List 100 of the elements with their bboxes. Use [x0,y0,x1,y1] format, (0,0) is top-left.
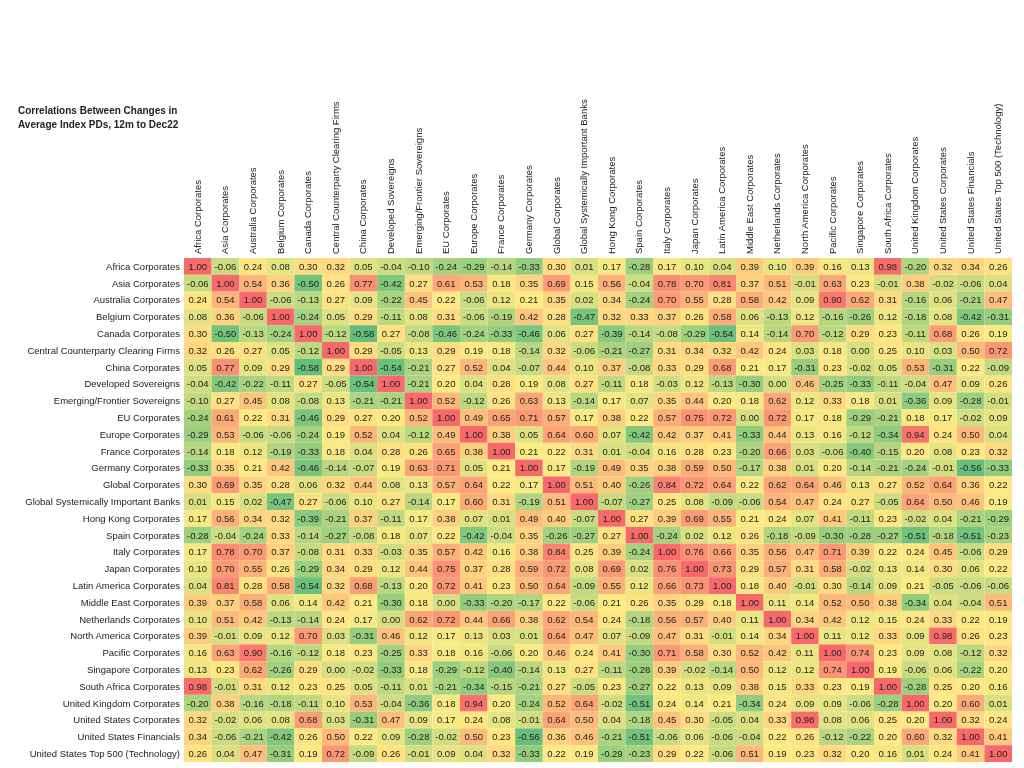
data-label: 0.24 [823,495,842,507]
data-label: 1.00 [906,697,925,709]
data-label: 0.26 [740,529,760,541]
data-label: -0.29 [987,512,1010,524]
x-tick-label: France Corporates [495,174,507,254]
data-label: 0.10 [574,361,594,373]
data-label: 1.00 [354,361,373,373]
data-label: 0.12 [795,663,815,675]
data-label: 0.62 [768,395,787,407]
data-label: 0.38 [740,680,760,692]
data-label: 0.22 [547,747,566,759]
data-label: 0.74 [850,647,870,659]
data-label: 1.00 [657,546,677,558]
data-label: -0.12 [959,647,982,659]
x-tick-label: United States Financials [964,151,976,254]
data-label: 0.22 [740,479,760,491]
data-label: -0.06 [324,495,347,507]
data-label: -0.30 [628,647,651,659]
data-label: 0.28 [685,445,704,457]
data-label: 0.10 [326,697,346,709]
data-label: -0.04 [214,529,237,541]
data-label: -0.29 [435,663,458,675]
data-label: 0.08 [271,395,290,407]
data-label: 0.20 [906,714,925,726]
data-label: 0.44 [685,395,704,407]
data-label: -0.50 [214,327,237,339]
data-label: 0.09 [878,579,898,591]
data-label: 0.27 [574,378,594,390]
data-label: -0.29 [462,260,485,272]
data-label: 0.05 [519,428,539,440]
data-label: 0.20 [436,378,456,390]
data-label: -0.03 [656,378,678,390]
data-label: 1.00 [271,311,290,323]
data-label: 0.49 [519,512,539,524]
data-label: -0.33 [518,747,540,759]
data-label: 0.64 [795,479,815,491]
data-label: 0.26 [409,445,428,457]
data-label: 0.70 [685,277,704,289]
data-label: 0.24 [602,613,622,625]
data-label: 0.01 [519,630,539,642]
data-label: 0.53 [906,361,925,373]
data-label: 1.00 [464,428,484,440]
data-label: 0.58 [823,563,842,575]
y-tick-label: Latin America Corporates [72,579,181,591]
data-label: 0.24 [933,747,953,759]
data-label: -0.01 [794,277,816,289]
data-label: -0.42 [628,428,651,440]
data-label: 0.23 [850,277,870,289]
data-label: -0.27 [628,344,651,356]
data-label: 0.27 [602,529,622,541]
data-label: -0.39 [297,512,320,524]
y-tick-label: Canada Corporates [97,327,181,339]
data-label: 0.08 [933,311,953,323]
data-label: 0.54 [243,277,263,289]
data-label: 0.54 [216,294,235,306]
data-label: 0.25 [878,344,898,356]
data-label: 0.26 [988,378,1008,390]
data-label: -0.42 [269,731,292,743]
data-label: 0.23 [298,680,318,692]
data-label: -0.05 [380,344,402,356]
data-label: 0.55 [712,512,732,524]
data-label: 0.72 [436,579,456,591]
data-label: 0.22 [878,546,898,558]
data-label: 0.04 [464,747,484,759]
data-label: 0.34 [795,613,815,625]
data-label: -0.51 [628,697,651,709]
data-label: 0.34 [768,630,787,642]
data-label: 0.35 [409,546,428,558]
data-label: -0.21 [959,294,982,306]
data-label: -0.01 [518,714,540,726]
data-label: 0.44 [409,563,428,575]
data-label: 0.09 [712,680,732,692]
y-tick-label: Pacific Corporates [102,647,181,659]
data-label: 0.10 [906,344,925,356]
data-label: 0.54 [574,613,594,625]
data-label: 1.00 [547,479,566,491]
y-tick-label: France Corporates [100,445,181,457]
data-label: -0.06 [711,731,734,743]
data-label: 1.00 [436,411,456,423]
data-label: 0.64 [547,714,566,726]
data-label: 0.05 [188,361,208,373]
data-label: -0.27 [876,529,899,541]
data-label: 0.71 [436,462,456,474]
data-label: -0.08 [628,361,651,373]
data-label: 0.40 [712,613,732,625]
x-tick-label: EU Corporates [440,190,452,254]
data-label: -0.12 [821,731,844,743]
data-label: 0.55 [243,563,263,575]
data-label: 0.30 [188,479,208,491]
data-label: 0.06 [933,294,953,306]
data-label: 0.23 [216,663,235,675]
data-label: -0.33 [462,596,485,608]
data-label: 1.00 [574,495,594,507]
data-label: 0.62 [547,613,566,625]
data-label: 0.23 [823,361,842,373]
data-label: -0.34 [904,596,927,608]
data-label: 0.27 [354,411,373,423]
data-label: 0.32 [188,344,208,356]
data-label: -0.16 [904,294,927,306]
data-label: 0.38 [878,596,898,608]
